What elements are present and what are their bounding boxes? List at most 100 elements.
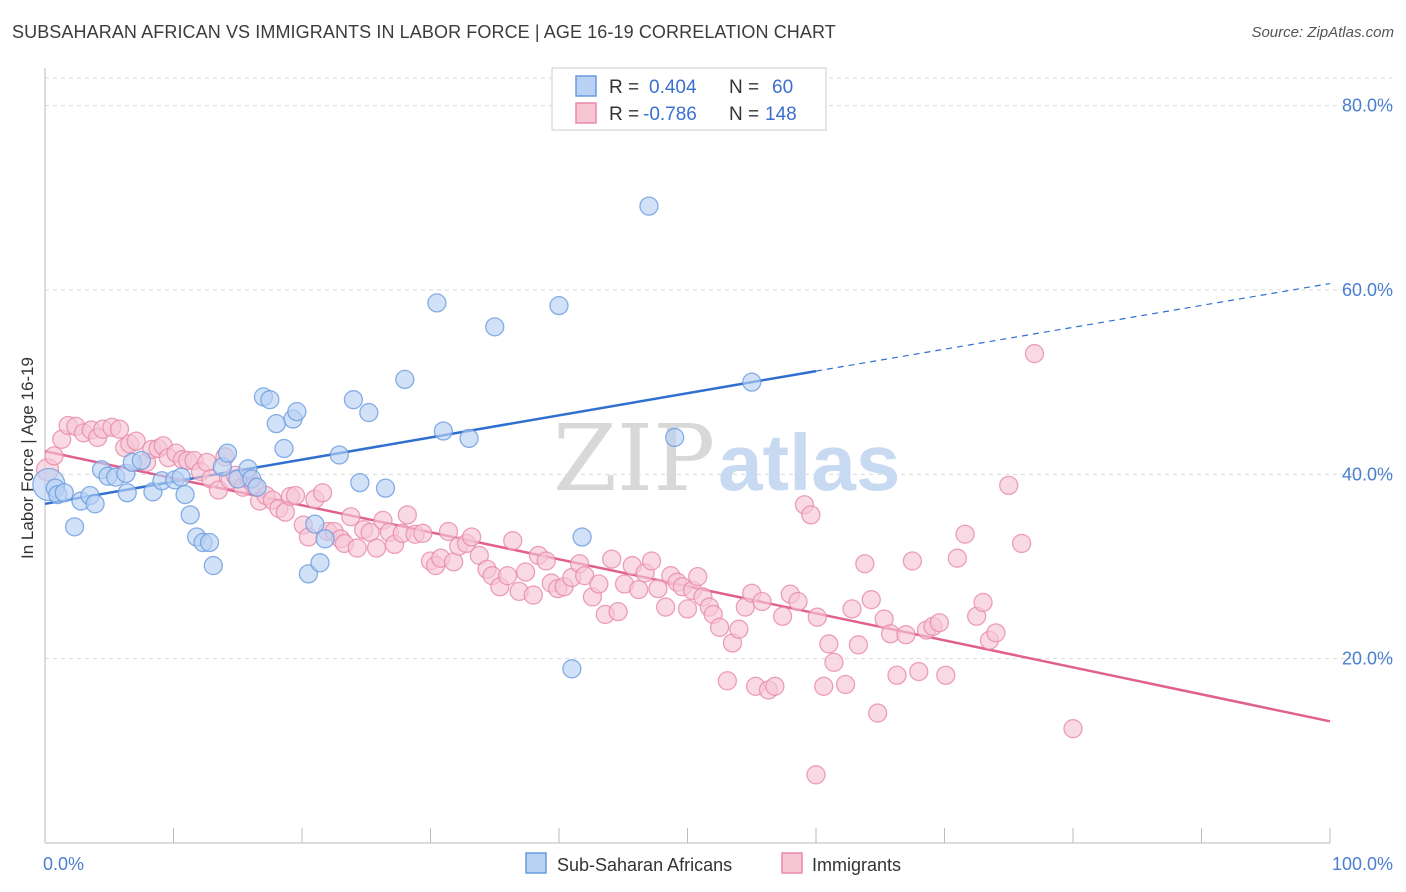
- point-blue: [742, 372, 762, 392]
- point-pink: [801, 505, 821, 525]
- point-pink: [641, 551, 662, 571]
- legend-swatch-pink: [575, 102, 597, 124]
- point-pink: [717, 671, 737, 691]
- legend-n-label-1: N =: [729, 77, 759, 98]
- legend-r-value-1: 0.404: [649, 77, 697, 98]
- point-pink: [772, 606, 793, 626]
- point-blue: [427, 293, 447, 313]
- series-legend-label-1: Sub-Saharan Africans: [557, 855, 732, 875]
- point-pink: [986, 623, 1006, 643]
- point-pink: [648, 578, 668, 599]
- point-pink: [947, 548, 967, 568]
- point-blue: [562, 659, 582, 679]
- point-blue: [287, 402, 307, 422]
- y-axis-label: In Labor Force | Age 16-19: [18, 357, 37, 559]
- point-blue: [266, 413, 286, 434]
- point-pink: [608, 602, 628, 622]
- point-blue: [665, 427, 685, 448]
- point-blue: [171, 467, 191, 487]
- point-pink: [929, 613, 950, 633]
- point-blue: [131, 450, 152, 471]
- legend-n-value-2: 148: [765, 104, 797, 125]
- point-pink: [413, 523, 433, 543]
- watermark-atlas: atlas: [718, 418, 900, 507]
- point-pink: [109, 419, 130, 439]
- legend-r-label-2: R =: [609, 104, 639, 125]
- point-pink: [909, 661, 929, 682]
- legend-swatch-blue: [575, 75, 597, 97]
- point-pink: [602, 549, 622, 569]
- point-pink: [503, 531, 523, 551]
- point-pink: [788, 591, 808, 612]
- y-tick-label: 60.0%: [1342, 280, 1393, 300]
- point-pink: [497, 566, 518, 586]
- point-pink: [341, 507, 361, 527]
- point-pink: [575, 566, 595, 586]
- point-pink: [896, 625, 916, 645]
- point-blue: [485, 317, 505, 337]
- x-tick-label-min: 0.0%: [43, 854, 84, 874]
- watermark-zip: ZIP: [553, 405, 715, 512]
- point-pink: [1011, 533, 1032, 554]
- point-pink: [438, 521, 459, 542]
- point-pink: [806, 765, 826, 785]
- point-pink: [814, 676, 834, 696]
- point-pink: [887, 665, 907, 685]
- trend-line-blue-extension: [815, 282, 1331, 372]
- point-blue: [117, 483, 137, 503]
- point-blue: [180, 505, 200, 525]
- point-blue: [310, 553, 330, 573]
- point-pink: [729, 619, 749, 639]
- legend-r-label-1: R =: [609, 77, 639, 98]
- point-pink: [629, 579, 649, 600]
- point-pink: [688, 566, 708, 587]
- point-pink: [936, 665, 956, 685]
- point-blue: [350, 472, 370, 493]
- series-legend-swatch-pink: [781, 852, 803, 874]
- x-tick-label-max: 100.0%: [1332, 854, 1393, 874]
- point-blue: [64, 517, 85, 537]
- watermark: ZIP atlas: [553, 405, 900, 512]
- point-pink: [589, 574, 609, 594]
- point-blue: [54, 483, 74, 503]
- point-pink: [752, 591, 772, 612]
- legend-r-value-2: -0.786: [643, 104, 697, 125]
- point-blue: [175, 484, 195, 505]
- point-pink: [536, 551, 556, 571]
- point-blue: [203, 555, 223, 576]
- point-blue: [305, 514, 325, 534]
- point-blue: [572, 527, 592, 547]
- point-pink: [835, 674, 856, 695]
- point-blue: [459, 428, 479, 449]
- y-tick-label: 20.0%: [1342, 649, 1393, 669]
- point-blue: [85, 494, 105, 514]
- point-blue: [375, 478, 396, 498]
- point-pink: [842, 599, 862, 619]
- point-pink: [999, 475, 1019, 496]
- point-pink: [515, 562, 536, 582]
- point-pink: [44, 446, 64, 466]
- point-pink: [973, 592, 993, 613]
- point-pink: [285, 485, 306, 506]
- point-pink: [1063, 719, 1083, 739]
- point-pink: [1024, 343, 1045, 364]
- point-blue: [247, 477, 267, 497]
- series-legend: Sub-Saharan Africans Immigrants: [525, 852, 901, 875]
- point-blue: [433, 421, 454, 441]
- point-blue: [217, 443, 238, 463]
- legend-n-value-1: 60: [772, 77, 793, 98]
- point-pink: [819, 634, 839, 654]
- point-pink: [807, 607, 827, 627]
- point-pink: [861, 590, 881, 610]
- series-legend-swatch-blue: [525, 852, 547, 874]
- point-pink: [848, 635, 869, 655]
- gridlines: [45, 77, 1392, 660]
- point-blue: [329, 445, 349, 465]
- point-blue: [260, 390, 280, 410]
- legend-n-label-2: N =: [729, 104, 759, 125]
- point-blue: [395, 369, 415, 390]
- point-pink: [397, 505, 418, 525]
- chart-title: SUBSAHARAN AFRICAN VS IMMIGRANTS IN LABO…: [12, 22, 836, 42]
- point-blue: [274, 438, 294, 459]
